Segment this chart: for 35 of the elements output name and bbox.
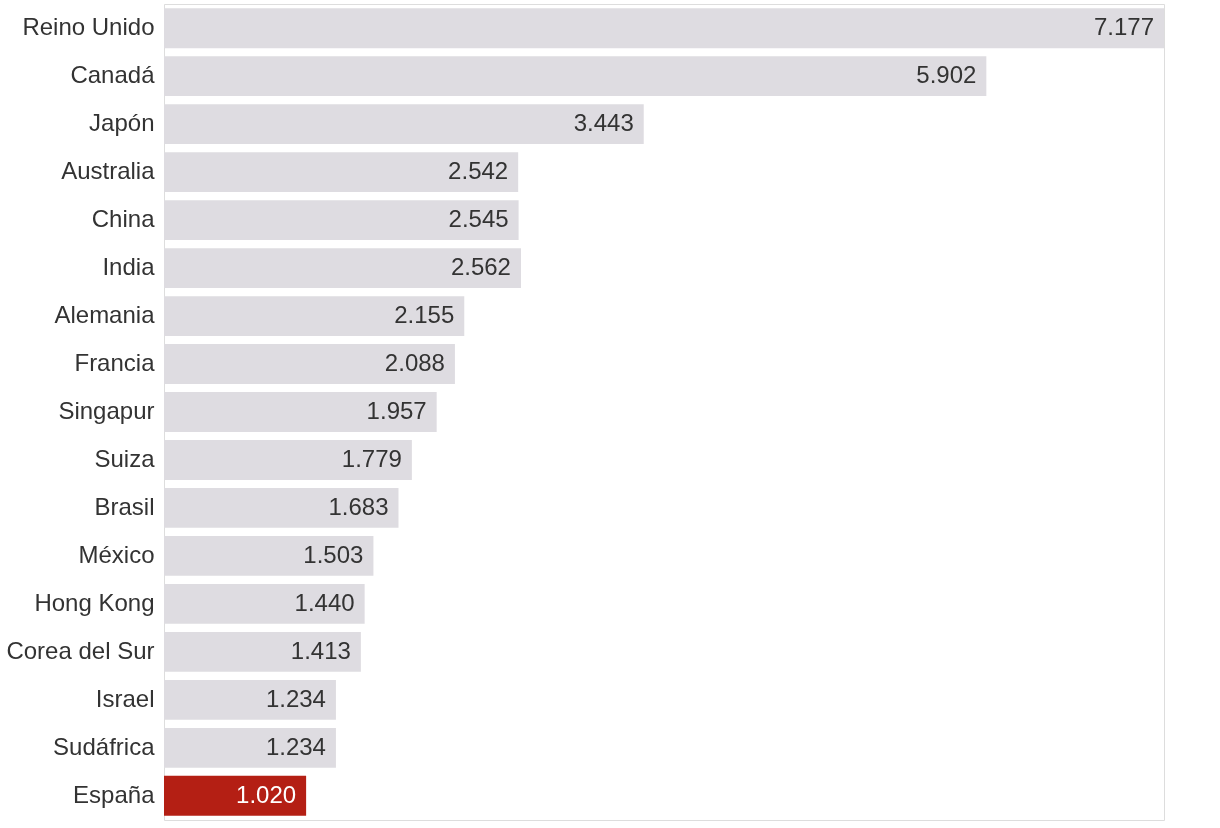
y-tick-label: Francia — [74, 349, 156, 377]
y-tick-label: México — [78, 540, 155, 568]
data-label: 1.413 — [290, 636, 351, 664]
y-tick-label: Canadá — [70, 61, 156, 89]
y-tick-label: Australia — [61, 157, 156, 185]
y-tick-label: Sudáfrica — [53, 732, 156, 760]
data-label: 1.234 — [265, 732, 326, 760]
data-label: 2.562 — [450, 253, 511, 281]
data-label: 3.443 — [573, 109, 634, 137]
data-label: 2.155 — [394, 301, 455, 329]
data-label: 1.440 — [294, 588, 355, 616]
y-tick-label: España — [73, 780, 156, 808]
data-label: 7.177 — [1093, 13, 1154, 41]
bar — [164, 775, 307, 816]
data-label: 1.234 — [265, 684, 326, 712]
data-label: 2.545 — [448, 205, 509, 233]
y-tick-label: India — [102, 253, 156, 281]
y-tick-label: Japón — [89, 109, 155, 137]
y-tick-label: Brasil — [94, 492, 155, 520]
data-label: 2.542 — [448, 157, 509, 185]
y-tick-label: China — [91, 205, 156, 233]
data-label: 1.683 — [328, 492, 389, 520]
data-label: 1.020 — [236, 780, 297, 808]
y-tick-label: Suiza — [94, 444, 156, 472]
y-tick-label: Alemania — [54, 301, 156, 329]
data-label: 5.902 — [916, 61, 977, 89]
data-label: 2.088 — [384, 349, 445, 377]
data-label: 1.503 — [303, 540, 364, 568]
y-tick-label: Corea del Sur — [6, 636, 155, 664]
data-label: 1.957 — [366, 397, 427, 424]
y-tick-label: Reino Unido — [22, 13, 155, 41]
data-label: 1.779 — [341, 444, 402, 472]
y-tick-label: Hong Kong — [34, 588, 155, 616]
y-tick-label: Singapur — [58, 397, 155, 424]
y-tick-label: Israel — [95, 684, 155, 712]
